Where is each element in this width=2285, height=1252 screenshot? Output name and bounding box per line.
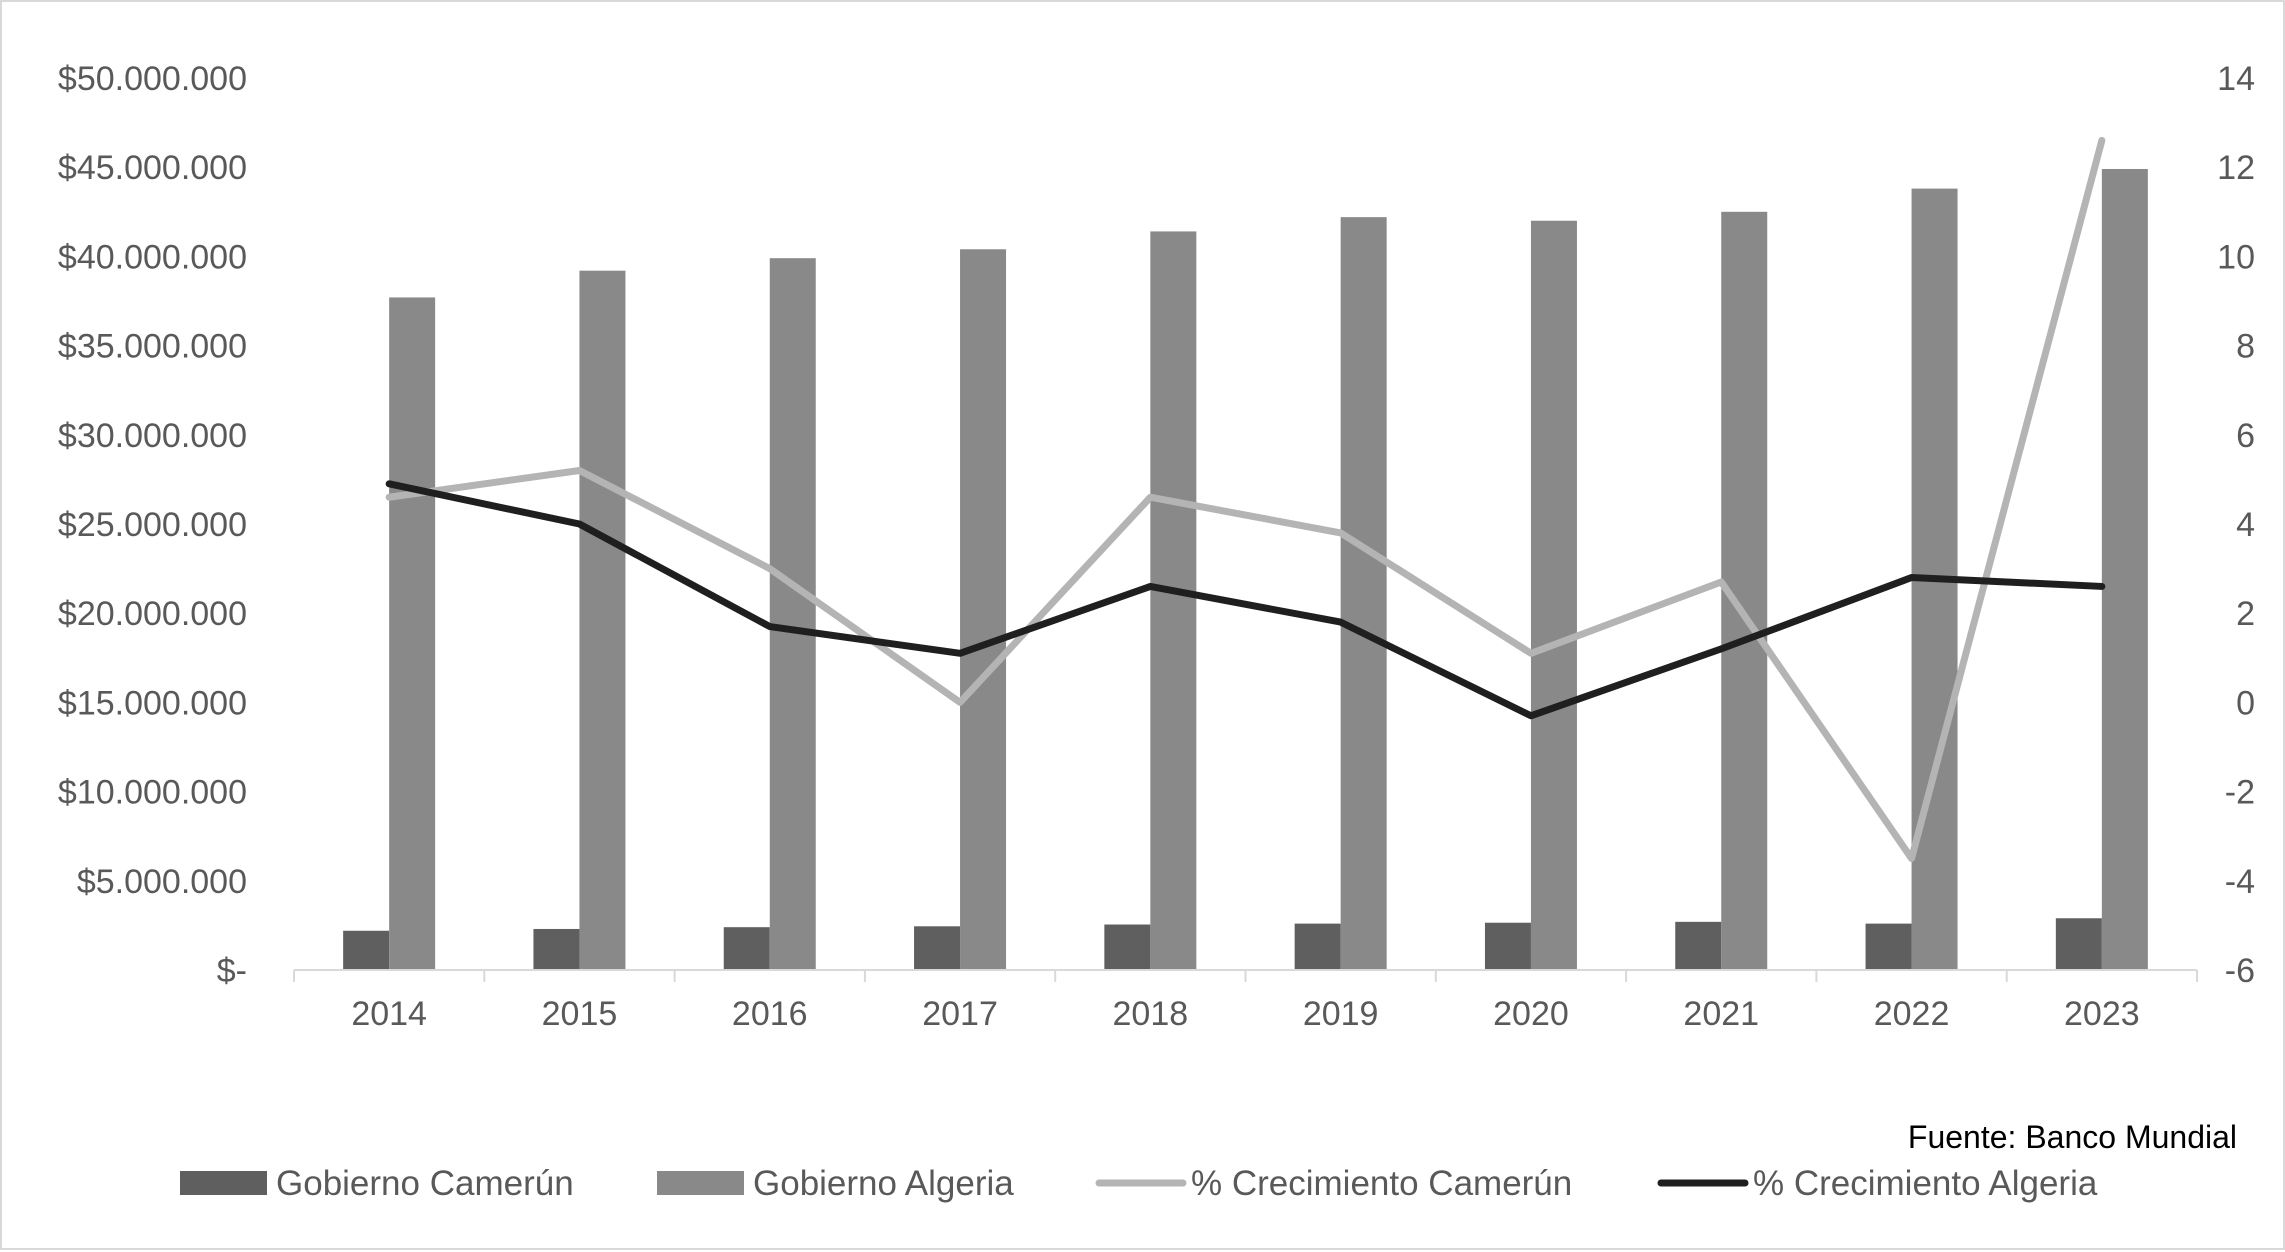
right-axis-ticks: -6 -4 -2 0 2 4 6 8 10 12 14 bbox=[2217, 60, 2255, 990]
right-tick-label: 2 bbox=[2236, 595, 2255, 633]
bar-gobierno-camerun-2018 bbox=[1104, 924, 1151, 970]
lines-layer bbox=[385, 136, 2106, 862]
bar-gobierno-camerun-2021 bbox=[1675, 921, 1722, 970]
bar-gobierno-camerun-2022 bbox=[1865, 923, 1912, 970]
bar-gobierno-algeria-2014 bbox=[389, 297, 436, 970]
x-tick-label-2022: 2022 bbox=[1874, 995, 1950, 1033]
right-tick-label: -6 bbox=[2225, 952, 2255, 990]
bar-gobierno-camerun-2015 bbox=[533, 928, 580, 970]
right-tick-label: 10 bbox=[2217, 238, 2255, 276]
bars-layer bbox=[343, 168, 2148, 971]
left-tick-label: $10.000.000 bbox=[58, 774, 247, 812]
x-tick-label-2014: 2014 bbox=[351, 995, 427, 1033]
x-tick-label-2017: 2017 bbox=[922, 995, 998, 1033]
left-tick-label: $50.000.000 bbox=[58, 60, 247, 98]
bar-gobierno-algeria-2023 bbox=[2101, 168, 2148, 970]
left-tick-label: $30.000.000 bbox=[58, 417, 247, 455]
bar-gobierno-algeria-2017 bbox=[960, 249, 1007, 970]
right-tick-label: 6 bbox=[2236, 417, 2255, 455]
bar-gobierno-algeria-2019 bbox=[1340, 217, 1387, 971]
x-tick-label-2016: 2016 bbox=[732, 995, 808, 1033]
legend-label: % Crecimiento Camerún bbox=[1191, 1164, 1572, 1203]
right-tick-label: -2 bbox=[2225, 774, 2255, 812]
legend-item-pct-crecimiento-algeria: % Crecimiento Algeria bbox=[1657, 1164, 2098, 1203]
legend-item-gobierno-camerun: Gobierno Camerún bbox=[180, 1164, 574, 1203]
right-tick-label: 12 bbox=[2217, 149, 2255, 187]
bar-gobierno-algeria-2015 bbox=[579, 270, 626, 970]
bar-gobierno-camerun-2020 bbox=[1484, 922, 1531, 970]
legend-label: Gobierno Algeria bbox=[753, 1164, 1014, 1203]
right-tick-label: 14 bbox=[2217, 60, 2255, 98]
bar-gobierno-camerun-2016 bbox=[723, 927, 770, 970]
legend-swatch bbox=[657, 1171, 744, 1195]
source-note: Fuente: Banco Mundial bbox=[1908, 1119, 2237, 1155]
left-tick-label: $- bbox=[217, 952, 247, 990]
left-tick-label: $35.000.000 bbox=[58, 328, 247, 366]
legend-item-pct-crecimiento-camerun: % Crecimiento Camerún bbox=[1095, 1164, 1572, 1203]
x-tick-label-2023: 2023 bbox=[2064, 995, 2140, 1033]
bar-gobierno-camerun-2014 bbox=[343, 930, 390, 970]
left-tick-label: $45.000.000 bbox=[58, 149, 247, 187]
x-tick-label-2021: 2021 bbox=[1683, 995, 1759, 1033]
x-tick-label-2019: 2019 bbox=[1303, 995, 1379, 1033]
legend-label: Gobierno Camerún bbox=[276, 1164, 574, 1203]
legend: Gobierno Camerún Gobierno Algeria % Crecim… bbox=[180, 1164, 2098, 1203]
legend-item-gobierno-algeria: Gobierno Algeria bbox=[657, 1164, 1014, 1203]
line-pct-crecimiento-camerun bbox=[385, 136, 2106, 862]
bar-gobierno-algeria-2020 bbox=[1530, 220, 1577, 971]
x-tick-label-2015: 2015 bbox=[542, 995, 618, 1033]
bar-gobierno-camerun-2017 bbox=[914, 926, 961, 970]
left-tick-label: $40.000.000 bbox=[58, 238, 247, 276]
legend-label: % Crecimiento Algeria bbox=[1753, 1164, 2098, 1203]
x-axis-ticks: 2014 2015 2016 2017 2018 2019 2020 2021 2022 2023 bbox=[293, 970, 2198, 1033]
right-tick-label: 4 bbox=[2236, 506, 2255, 544]
x-tick-label-2020: 2020 bbox=[1493, 995, 1569, 1033]
bar-gobierno-algeria-2016 bbox=[769, 258, 816, 971]
bar-gobierno-algeria-2018 bbox=[1150, 231, 1197, 970]
right-tick-label: -4 bbox=[2225, 863, 2255, 901]
right-tick-label: 0 bbox=[2236, 684, 2255, 722]
x-tick-label-2018: 2018 bbox=[1113, 995, 1189, 1033]
line-pct-crecimiento-algeria bbox=[385, 480, 2106, 720]
right-tick-label: 8 bbox=[2236, 328, 2255, 366]
bar-gobierno-camerun-2019 bbox=[1294, 923, 1341, 970]
bar-gobierno-camerun-2023 bbox=[2055, 918, 2102, 970]
left-tick-label: $5.000.000 bbox=[77, 863, 247, 901]
left-tick-label: $15.000.000 bbox=[58, 684, 247, 722]
left-axis-ticks: $- $5.000.000 $10.000.000 $15.000.000 $20.00… bbox=[58, 60, 247, 990]
left-tick-label: $20.000.000 bbox=[58, 595, 247, 633]
legend-swatch bbox=[180, 1171, 267, 1195]
left-tick-label: $25.000.000 bbox=[58, 506, 247, 544]
